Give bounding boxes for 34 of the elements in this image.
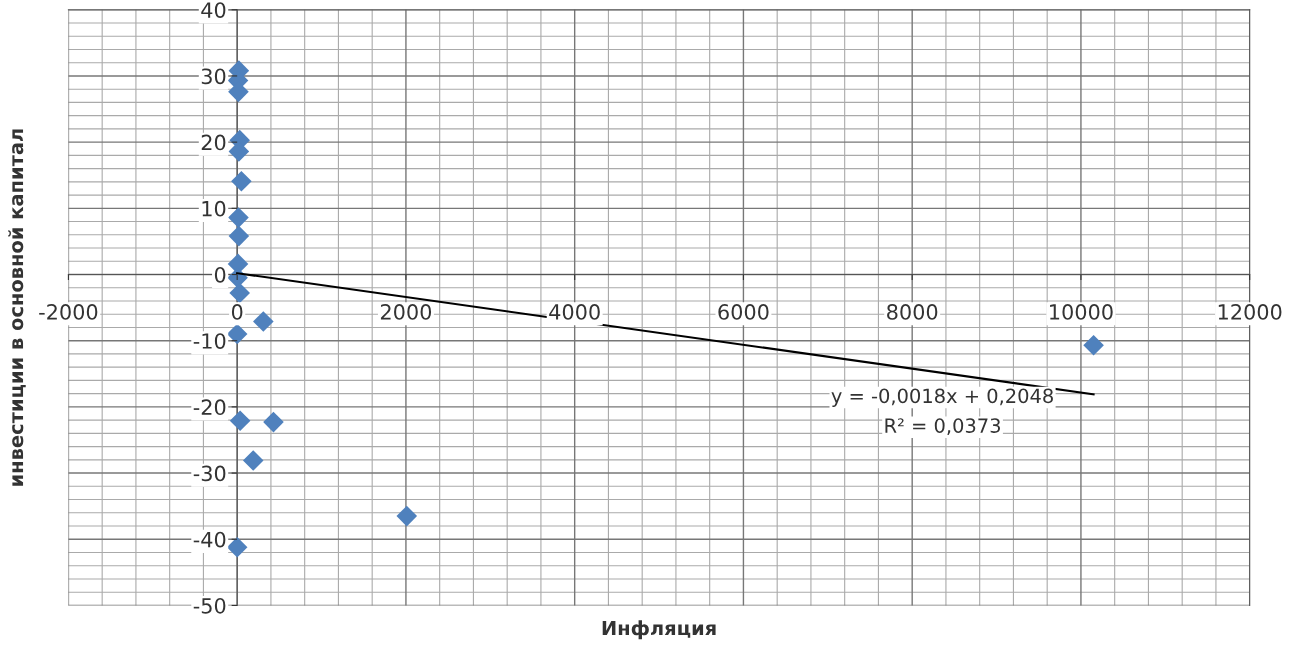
y-axis-title: инвестиции в основной капитал <box>8 129 26 486</box>
y-tick-label: 40 <box>201 2 226 18</box>
x-tick-label: 10000 <box>1050 304 1113 320</box>
x-tick-label: 0 <box>231 304 243 320</box>
point <box>242 450 264 471</box>
y-tick-label: -50 <box>193 597 226 614</box>
point <box>226 536 248 558</box>
point <box>253 311 274 332</box>
y-tick-label: -20 <box>193 399 226 416</box>
x-tick-label: 6000 <box>718 304 769 320</box>
point <box>228 225 250 247</box>
x-tick-label: 2000 <box>380 304 432 320</box>
y-tick-label: -10 <box>193 333 226 349</box>
annotation: R² = 0,0373 <box>885 418 1000 435</box>
x-axis-title: Инфляция <box>602 620 716 640</box>
y-tick-label: -40 <box>193 531 226 548</box>
y-tick-label: 10 <box>202 200 226 217</box>
annotation: y = -0,0018x + 0,2048 <box>831 388 1053 407</box>
x-tick-label: -2000 <box>39 304 98 320</box>
y-tick-label: 30 <box>201 68 226 85</box>
point <box>231 170 252 192</box>
x-tick-label: 8000 <box>887 304 938 320</box>
point <box>396 505 418 527</box>
point <box>229 282 251 304</box>
point <box>263 411 284 433</box>
point <box>228 207 249 228</box>
point <box>226 323 248 345</box>
y-tick-label: 20 <box>201 134 226 151</box>
point <box>229 410 251 432</box>
x-tick-label: 12000 <box>1218 304 1282 320</box>
y-tick-label: 0 <box>214 266 226 283</box>
x-tick-label: 4000 <box>549 304 600 320</box>
y-tick-label: -30 <box>193 465 226 482</box>
point <box>1083 335 1104 356</box>
